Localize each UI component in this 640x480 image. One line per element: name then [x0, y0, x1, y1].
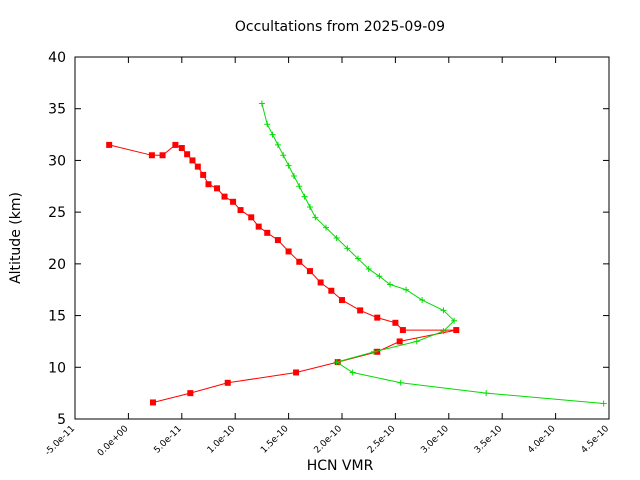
red-occultation-point — [399, 327, 406, 334]
red-occultation-point — [328, 287, 335, 294]
green-occultation-point — [322, 224, 329, 231]
red-occultation-point — [285, 248, 292, 255]
x-tick-label: 4.5e-10 — [580, 424, 612, 456]
green-occultation-point — [301, 193, 308, 200]
y-tick-label: 15 — [48, 309, 66, 325]
red-occultation-point — [374, 348, 381, 355]
green-occultation-point — [365, 266, 372, 273]
green-occultation-point — [312, 214, 319, 221]
red-occultation-point — [187, 390, 194, 397]
x-tick-label: 3.0e-10 — [419, 424, 451, 456]
y-tick-label: 25 — [48, 205, 66, 221]
red-occultation-point — [237, 207, 244, 214]
red-occultation-point — [106, 141, 113, 148]
green-occultation-point — [344, 245, 351, 252]
red-occultation-point — [178, 145, 185, 152]
green-occultation-point — [440, 328, 447, 335]
red-occultation-point — [189, 157, 196, 164]
red-occultation-point — [148, 152, 155, 159]
x-tick-label: 2.0e-10 — [313, 424, 345, 456]
y-tick-label: 20 — [48, 257, 66, 273]
red-occultation-point — [159, 152, 166, 159]
red-occultation-point — [274, 237, 281, 244]
red-occultation-point — [149, 399, 156, 406]
red-occultation-point — [230, 198, 237, 205]
green-occultation-point — [371, 348, 378, 355]
green-occultation-point — [269, 131, 276, 138]
x-tick-label: 4.0e-10 — [526, 424, 558, 456]
axes-ticks: 5 10 15 20 25 30 35 40 -5.0e-11 0.0e+00 5.0e-11 1.0… — [43, 50, 611, 459]
red-occultation-point — [317, 279, 324, 286]
data-series — [106, 100, 607, 407]
x-tick-label: 5.0e-11 — [152, 424, 184, 456]
x-tick-label: 0.0e+00 — [96, 424, 131, 459]
y-tick-label: 10 — [48, 360, 66, 376]
green-occultation-point — [274, 141, 281, 148]
green-occultation-point — [264, 121, 271, 128]
series-green-occultation — [258, 100, 607, 407]
y-tick-label: 5 — [57, 412, 66, 428]
red-occultation-point — [374, 314, 381, 321]
green-occultation-point — [306, 203, 313, 210]
green-occultation-point — [376, 273, 383, 280]
x-tick-label: 3.5e-10 — [473, 424, 505, 456]
green-occultation-point — [285, 162, 292, 169]
y-tick-label: 40 — [48, 50, 66, 66]
green-occultation-point — [387, 281, 394, 288]
y-tick-label: 35 — [48, 102, 66, 118]
y-tick-label: 30 — [48, 153, 66, 169]
green-occultation-point — [333, 235, 340, 241]
red-occultation-point — [194, 163, 201, 170]
green-occultation-point — [280, 152, 287, 159]
chart-title: Occultations from 2025-09-09 — [235, 19, 445, 35]
red-occultation-point — [172, 141, 179, 148]
x-tick-label: 1.5e-10 — [259, 424, 291, 456]
red-occultation-point — [293, 369, 300, 376]
red-occultation-point — [306, 268, 313, 275]
red-occultation-point — [221, 193, 228, 200]
green-occultation-point — [290, 172, 297, 179]
green-occultation-point — [403, 286, 410, 293]
red-occultation-point — [453, 327, 460, 334]
green-occultation-point — [258, 100, 265, 107]
plot-frame — [74, 56, 610, 420]
green-occultation-point — [355, 255, 362, 262]
red-occultation-line — [109, 144, 457, 403]
red-occultation-point — [296, 258, 303, 265]
red-occultation-point — [184, 151, 191, 158]
red-occultation-point — [255, 223, 262, 230]
red-occultation-point — [248, 214, 255, 221]
x-tick-label: 2.5e-10 — [366, 424, 398, 456]
green-occultation-point — [296, 183, 303, 190]
red-occultation-point — [392, 319, 399, 326]
red-occultation-point — [214, 185, 221, 192]
red-occultation-point — [264, 229, 271, 236]
green-occultation-point — [349, 369, 356, 376]
x-axis-label: HCN VMR — [307, 458, 374, 474]
red-occultation-point — [357, 307, 364, 314]
red-occultation-point — [205, 181, 212, 188]
green-occultation-point — [440, 307, 447, 314]
series-red-occultation — [106, 141, 460, 406]
y-axis-label: Altitude (km) — [8, 192, 24, 284]
red-occultation-point — [396, 338, 403, 345]
green-occultation-point — [451, 317, 458, 324]
green-occultation-point — [413, 338, 420, 345]
green-occultation-point — [397, 379, 404, 386]
x-tick-label: 1.0e-10 — [206, 424, 238, 456]
red-occultation-point — [224, 379, 231, 386]
red-occultation-point — [200, 171, 207, 178]
green-occultation-line — [261, 103, 604, 404]
red-occultation-point — [339, 297, 345, 304]
green-occultation-point — [483, 390, 490, 397]
green-occultation-point — [600, 400, 607, 407]
green-occultation-point — [333, 359, 340, 366]
x-tick-label: -5.0e-11 — [43, 424, 77, 458]
green-occultation-point — [419, 297, 426, 304]
